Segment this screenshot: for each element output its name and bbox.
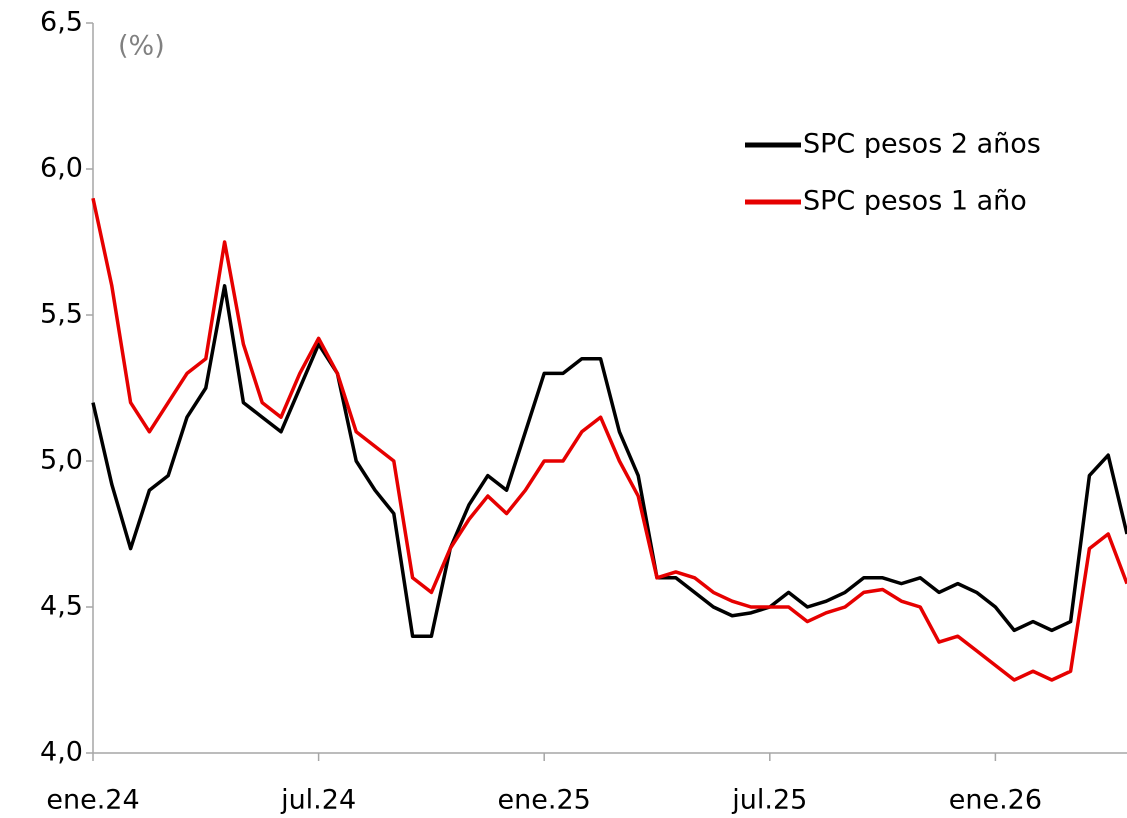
series-line (91, 197, 1127, 682)
legend-label: SPC pesos 1 año (803, 186, 1027, 217)
x-tick-label: jul.24 (280, 785, 356, 816)
unit-annotation: (%) (118, 31, 165, 62)
series-line (91, 284, 1127, 638)
y-tick-label: 6,5 (40, 7, 83, 38)
y-tick-label: 5,0 (40, 445, 83, 476)
y-tick-label: 6,0 (40, 153, 83, 184)
y-tick-label: 4,0 (40, 737, 83, 768)
x-tick-label: ene.25 (498, 785, 591, 816)
legend-label: SPC pesos 2 años (803, 129, 1041, 160)
y-tick-label: 5,5 (40, 299, 83, 330)
x-tick-label: ene.26 (949, 785, 1042, 816)
x-tick-label: jul.25 (731, 785, 807, 816)
y-tick-label: 4,5 (40, 591, 83, 622)
x-tick-label: ene.24 (46, 785, 139, 816)
